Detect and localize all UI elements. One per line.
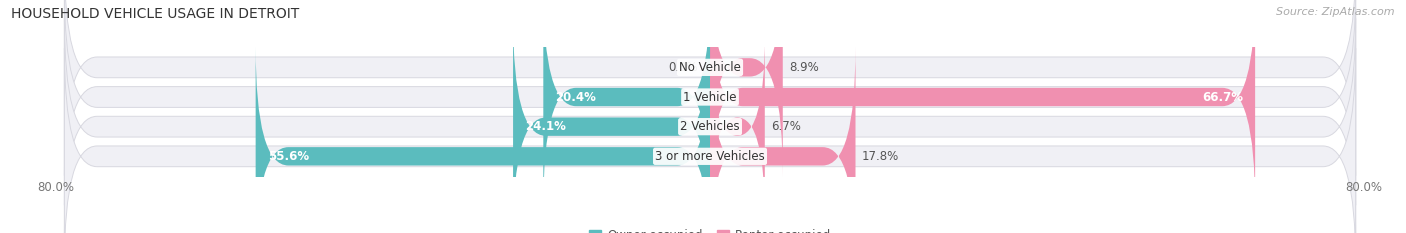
FancyBboxPatch shape [710,47,855,233]
Legend: Owner-occupied, Renter-occupied: Owner-occupied, Renter-occupied [585,224,835,233]
Text: Source: ZipAtlas.com: Source: ZipAtlas.com [1277,7,1395,17]
Text: No Vehicle: No Vehicle [679,61,741,74]
Text: 0.0%: 0.0% [668,61,697,74]
Text: 17.8%: 17.8% [862,150,900,163]
FancyBboxPatch shape [513,17,710,233]
Text: HOUSEHOLD VEHICLE USAGE IN DETROIT: HOUSEHOLD VEHICLE USAGE IN DETROIT [11,7,299,21]
FancyBboxPatch shape [65,18,1355,233]
FancyBboxPatch shape [256,47,710,233]
Text: 24.1%: 24.1% [526,120,567,133]
Text: 20.4%: 20.4% [555,90,596,103]
FancyBboxPatch shape [65,0,1355,205]
Text: 6.7%: 6.7% [772,120,801,133]
Text: 66.7%: 66.7% [1202,90,1243,103]
FancyBboxPatch shape [543,0,710,206]
FancyBboxPatch shape [710,0,1256,206]
Text: 2 Vehicles: 2 Vehicles [681,120,740,133]
FancyBboxPatch shape [710,37,765,217]
Text: 3 or more Vehicles: 3 or more Vehicles [655,150,765,163]
Text: 8.9%: 8.9% [789,61,820,74]
Text: 1 Vehicle: 1 Vehicle [683,90,737,103]
Text: 55.6%: 55.6% [269,150,309,163]
FancyBboxPatch shape [65,0,1355,176]
FancyBboxPatch shape [710,0,783,177]
FancyBboxPatch shape [65,48,1355,233]
